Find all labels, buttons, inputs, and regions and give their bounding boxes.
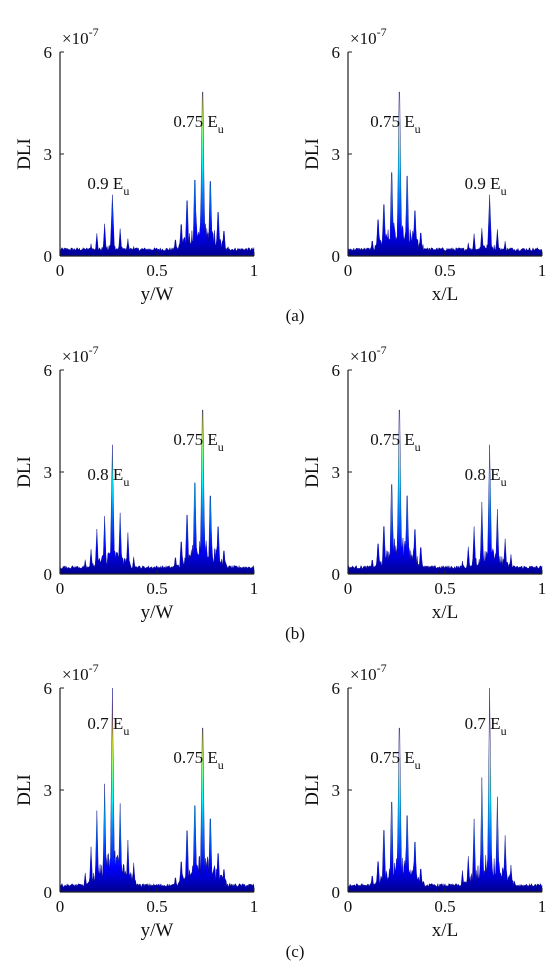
x-tick-label: 0 [344, 579, 353, 598]
exponent-label: ×10-7 [62, 25, 99, 48]
dli-area-series [59, 687, 255, 893]
x-tick-label: 0.5 [146, 261, 167, 280]
dli-area-series [59, 409, 255, 575]
y-tick-label: 3 [332, 781, 341, 800]
peak-annotation: 0.75 Eu [173, 112, 223, 136]
chart-panel: 0 3 6 0 0.5 1 y/W DLI ×10-7 0.8 Eu 0.75 Eu [14, 343, 258, 623]
x-tick-label: 1 [538, 579, 547, 598]
y-tick-label: 3 [44, 781, 53, 800]
y-tick-label: 6 [44, 43, 53, 62]
x-axis-label: y/W [141, 920, 174, 941]
peak-annotation: 0.75 Eu [370, 112, 420, 136]
y-tick-label: 6 [44, 361, 53, 380]
y-tick-label: 0 [44, 247, 53, 266]
y-axis-label: DLI [14, 774, 35, 806]
y-tick-label: 3 [332, 145, 341, 164]
y-tick-label: 6 [332, 43, 341, 62]
exponent-label: ×10-7 [62, 661, 99, 684]
peak-annotation: 0.75 Eu [173, 748, 223, 772]
exponent-label: ×10-7 [350, 661, 387, 684]
y-axis-label: DLI [14, 456, 35, 488]
peak-annotation: 0.75 Eu [370, 748, 420, 772]
y-axis-label: DLI [302, 138, 323, 170]
y-tick-label: 0 [332, 883, 341, 902]
peak-annotation: 0.8 Eu [87, 465, 129, 489]
peak-annotation: 0.7 Eu [465, 714, 507, 738]
chart-panel: 0 3 6 0 0.5 1 x/L DLI ×10-7 0.75 Eu 0.7 Eu [302, 661, 546, 941]
panel-label-b: (b) [285, 624, 305, 643]
x-tick-label: 0 [344, 897, 353, 916]
y-tick-label: 3 [44, 145, 53, 164]
x-axis-label: y/W [141, 602, 174, 623]
y-axis-label: DLI [302, 774, 323, 806]
x-tick-label: 1 [250, 897, 259, 916]
y-tick-label: 6 [332, 361, 341, 380]
y-tick-label: 0 [332, 565, 341, 584]
y-axis-label: DLI [14, 138, 35, 170]
x-tick-label: 0.5 [434, 579, 455, 598]
x-tick-label: 0.5 [434, 261, 455, 280]
y-tick-label: 3 [332, 463, 341, 482]
peak-annotation: 0.75 Eu [370, 430, 420, 454]
y-tick-label: 0 [44, 565, 53, 584]
peak-annotation: 0.9 Eu [465, 174, 507, 198]
x-axis-label: y/W [141, 284, 174, 305]
x-tick-label: 0 [344, 261, 353, 280]
dli-area-series [347, 409, 543, 575]
peak-annotation: 0.8 Eu [465, 465, 507, 489]
y-axis-label: DLI [302, 456, 323, 488]
exponent-label: ×10-7 [62, 343, 99, 366]
x-axis-label: x/L [432, 920, 458, 941]
y-tick-label: 0 [332, 247, 341, 266]
dli-area-series [59, 91, 255, 257]
x-axis-label: x/L [432, 602, 458, 623]
exponent-label: ×10-7 [350, 343, 387, 366]
x-tick-label: 0 [56, 579, 65, 598]
x-axis-label: x/L [432, 284, 458, 305]
chart-panel: 0 3 6 0 0.5 1 x/L DLI ×10-7 0.75 Eu 0.9 Eu [302, 25, 546, 305]
peak-annotation: 0.75 Eu [173, 430, 223, 454]
x-tick-label: 1 [250, 261, 259, 280]
x-tick-label: 1 [538, 261, 547, 280]
x-tick-label: 1 [538, 897, 547, 916]
chart-panel: 0 3 6 0 0.5 1 y/W DLI ×10-7 0.7 Eu 0.75 Eu [14, 661, 258, 941]
peak-annotation: 0.9 Eu [87, 174, 129, 198]
exponent-label: ×10-7 [350, 25, 387, 48]
x-tick-label: 0.5 [146, 897, 167, 916]
x-tick-label: 0 [56, 897, 65, 916]
y-tick-label: 6 [332, 679, 341, 698]
panel-label-a: (a) [286, 306, 305, 325]
x-tick-label: 1 [250, 579, 259, 598]
dli-area-series [347, 91, 543, 257]
y-tick-label: 3 [44, 463, 53, 482]
y-tick-label: 6 [44, 679, 53, 698]
peak-annotation: 0.7 Eu [87, 714, 129, 738]
dli-area-series [347, 687, 543, 893]
chart-panel: 0 3 6 0 0.5 1 x/L DLI ×10-7 0.75 Eu 0.8 Eu [302, 343, 546, 623]
x-tick-label: 0 [56, 261, 65, 280]
panel-label-c: (c) [286, 942, 305, 961]
x-tick-label: 0.5 [146, 579, 167, 598]
y-tick-label: 0 [44, 883, 53, 902]
chart-panel: 0 3 6 0 0.5 1 y/W DLI ×10-7 0.9 Eu 0.75 Eu [14, 25, 258, 305]
x-tick-label: 0.5 [434, 897, 455, 916]
